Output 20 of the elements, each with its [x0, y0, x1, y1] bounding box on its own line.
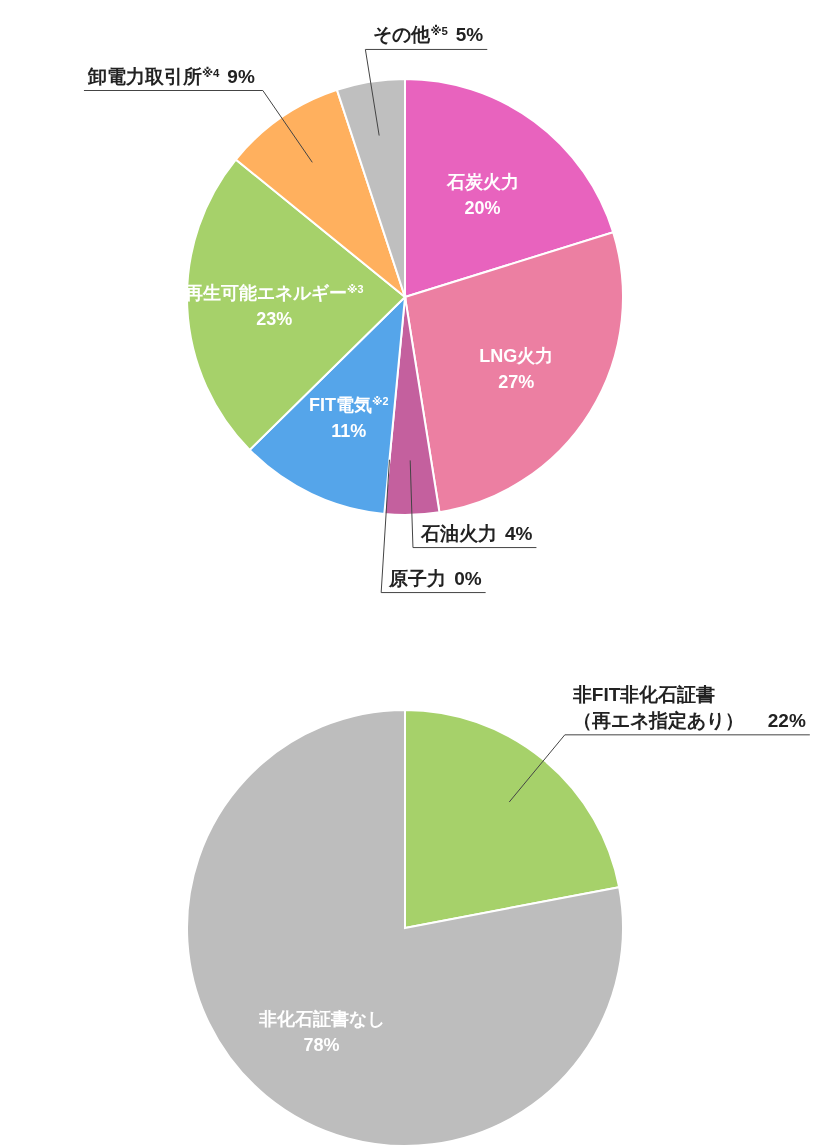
slice-label: 非FIT非化石証書（再エネ指定あり） [571, 683, 744, 731]
data-label: 5% [455, 24, 484, 46]
slice-label: LNG火力 [479, 345, 554, 366]
category-label: 原子力 [389, 567, 447, 589]
data-label: 9% [227, 65, 255, 87]
slice-label: FIT電気$^{※2}$ [309, 395, 389, 416]
data-label: 20% [464, 197, 501, 218]
slice-label: 非化石証書なし [257, 1008, 385, 1029]
data-label: 78% [303, 1034, 340, 1055]
slice-label: 再生可能エネルギー$^{※3}$ [184, 283, 364, 304]
text: 0% [454, 567, 482, 589]
data-label: 27% [498, 371, 535, 392]
slice-label: その他$^{※5}$ [373, 24, 449, 46]
slice-label: 石炭火力 [445, 171, 519, 192]
data-label: 23% [256, 309, 293, 330]
data-label: 22% [767, 709, 806, 731]
slice-label: 卸電力取引所$^{※4}$ [86, 65, 221, 87]
data-label: 4% [504, 522, 533, 544]
data-label: 11% [331, 421, 367, 442]
slice-label: 石油火力 [419, 522, 497, 544]
